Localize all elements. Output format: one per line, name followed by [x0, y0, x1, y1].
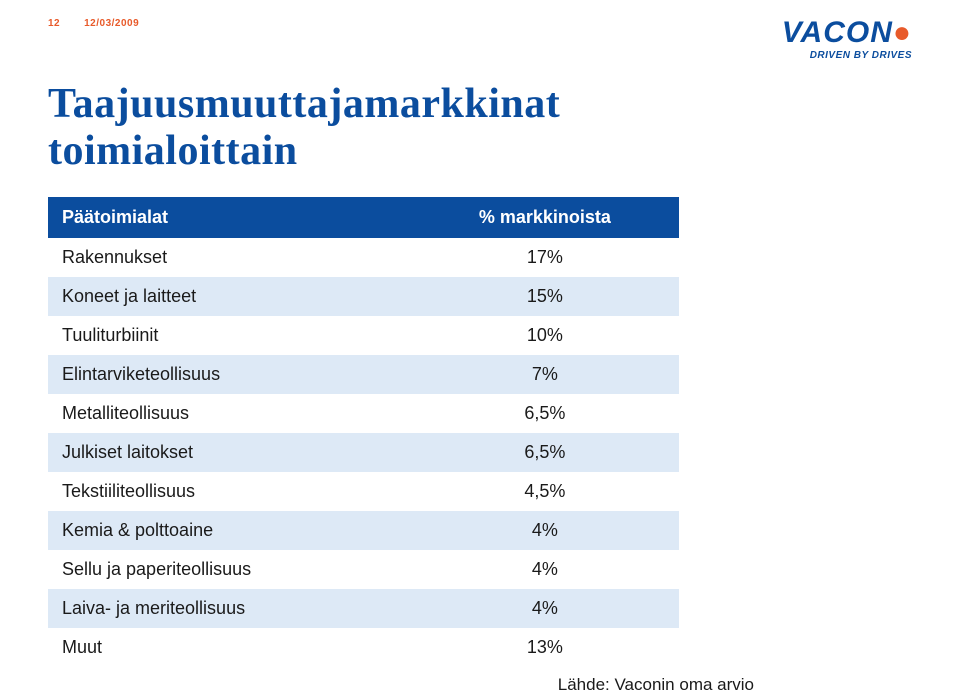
meta-bar: 12 12/03/2009 [48, 18, 139, 29]
table-row: Koneet ja laitteet15% [48, 277, 679, 316]
row-label: Rakennukset [48, 238, 411, 277]
row-label: Muut [48, 628, 411, 667]
title-line-1: Taajuusmuuttajamarkkinat [48, 81, 912, 128]
row-label: Kemia & polttoaine [48, 511, 411, 550]
table-header-row: Päätoimialat % markkinoista [48, 197, 679, 238]
title: Taajuusmuuttajamarkkinat toimialoittain [48, 81, 912, 175]
row-value: 4,5% [411, 472, 679, 511]
row-value: 13% [411, 628, 679, 667]
table-row: Laiva- ja meriteollisuus4% [48, 589, 679, 628]
table-row: Tuuliturbiinit10% [48, 316, 679, 355]
title-line-2: toimialoittain [48, 128, 912, 175]
row-value: 7% [411, 355, 679, 394]
row-label: Elintarviketeollisuus [48, 355, 411, 394]
row-value: 4% [411, 511, 679, 550]
table-col-label: Päätoimialat [48, 197, 411, 238]
table-row: Kemia & polttoaine4% [48, 511, 679, 550]
row-label: Tuuliturbiinit [48, 316, 411, 355]
source-label: Lähde: Vaconin oma arvio [558, 675, 912, 695]
row-value: 4% [411, 589, 679, 628]
row-value: 4% [411, 550, 679, 589]
page-number: 12 [48, 18, 60, 29]
slide: 12 12/03/2009 VACON● DRIVEN BY DRIVES Ta… [0, 0, 960, 691]
row-label: Metalliteollisuus [48, 394, 411, 433]
logo-word: VACON [782, 16, 893, 49]
logo-text: VACON● [782, 18, 912, 48]
row-label: Julkiset laitokset [48, 433, 411, 472]
table-body: Rakennukset17% Koneet ja laitteet15% Tuu… [48, 238, 679, 667]
row-label: Koneet ja laitteet [48, 277, 411, 316]
table-row: Rakennukset17% [48, 238, 679, 277]
table-row: Julkiset laitokset6,5% [48, 433, 679, 472]
table-row: Tekstiiliteollisuus4,5% [48, 472, 679, 511]
row-label: Laiva- ja meriteollisuus [48, 589, 411, 628]
table-row: Sellu ja paperiteollisuus4% [48, 550, 679, 589]
table-row: Elintarviketeollisuus7% [48, 355, 679, 394]
slide-date: 12/03/2009 [84, 18, 139, 29]
row-value: 10% [411, 316, 679, 355]
table-col-value: % markkinoista [411, 197, 679, 238]
logo-dot-icon: ● [893, 16, 912, 49]
row-value: 6,5% [411, 394, 679, 433]
market-share-table: Päätoimialat % markkinoista Rakennukset1… [48, 197, 679, 667]
header: 12 12/03/2009 VACON● DRIVEN BY DRIVES [48, 18, 912, 61]
logo: VACON● DRIVEN BY DRIVES [782, 18, 912, 61]
row-value: 6,5% [411, 433, 679, 472]
table-row: Muut13% [48, 628, 679, 667]
logo-tagline: DRIVEN BY DRIVES [810, 50, 912, 61]
table-row: Metalliteollisuus6,5% [48, 394, 679, 433]
row-label: Tekstiiliteollisuus [48, 472, 411, 511]
row-value: 17% [411, 238, 679, 277]
row-label: Sellu ja paperiteollisuus [48, 550, 411, 589]
row-value: 15% [411, 277, 679, 316]
